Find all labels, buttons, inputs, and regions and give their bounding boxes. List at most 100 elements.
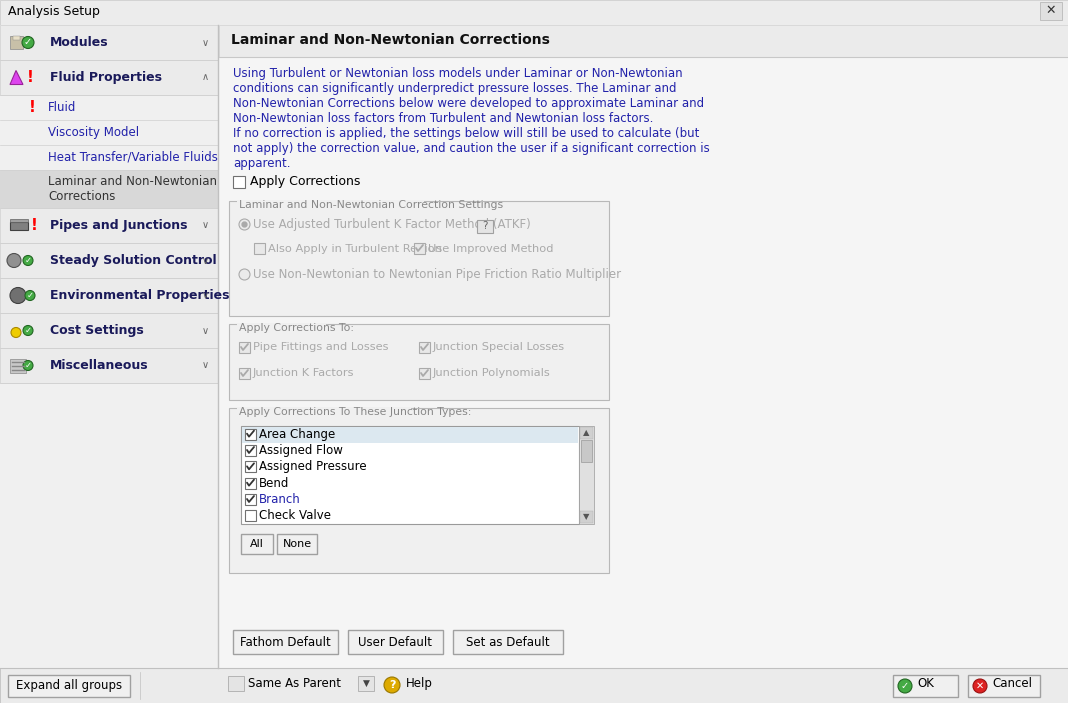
Circle shape [239, 219, 250, 230]
Bar [0, 60, 218, 95]
Text: Set as Default: Set as Default [467, 636, 550, 648]
Bar [7, 675, 130, 697]
Circle shape [11, 328, 21, 337]
Text: If no correction is applied, the settings below will still be used to calculate : If no correction is applied, the setting… [233, 127, 710, 170]
Text: Steady Solution Control: Steady Solution Control [50, 254, 217, 267]
Text: Modules: Modules [50, 36, 109, 49]
Bar [348, 630, 443, 654]
Bar [10, 219, 28, 221]
Bar [219, 25, 1068, 57]
Circle shape [23, 255, 33, 266]
Bar [245, 461, 256, 472]
Text: Use Adjusted Turbulent K Factor Method (ATKF): Use Adjusted Turbulent K Factor Method (… [253, 218, 531, 231]
Bar [580, 427, 593, 439]
Bar [580, 511, 593, 523]
Text: ?: ? [482, 221, 487, 231]
Bar [968, 675, 1040, 697]
Text: Heat Transfer/Variable Fluids: Heat Transfer/Variable Fluids [48, 151, 218, 164]
Circle shape [23, 361, 33, 370]
Text: Fluid: Fluid [48, 101, 77, 114]
Text: Using Turbulent or Newtonian loss models under Laminar or Non-Newtonian
conditio: Using Turbulent or Newtonian loss models… [233, 67, 704, 125]
Bar [245, 429, 256, 439]
Text: Expand all groups: Expand all groups [16, 680, 122, 692]
Bar [245, 510, 256, 522]
Text: Pipe Fittings and Losses: Pipe Fittings and Losses [253, 342, 389, 352]
Text: Laminar and Non-Newtonian Corrections: Laminar and Non-Newtonian Corrections [231, 33, 550, 47]
Bar [10, 221, 28, 229]
Bar [0, 348, 218, 383]
Text: Same As Parent: Same As Parent [248, 677, 341, 690]
Bar [10, 359, 26, 373]
Text: Laminar and Non-Newtonian
Corrections: Laminar and Non-Newtonian Corrections [48, 175, 217, 203]
Bar [227, 676, 244, 691]
Text: OK: OK [917, 677, 933, 690]
Text: Cancel: Cancel [992, 677, 1032, 690]
Text: Cost Settings: Cost Settings [50, 324, 144, 337]
Bar [0, 668, 1068, 703]
Text: Laminar and Non-Newtonian Correction Settings: Laminar and Non-Newtonian Correction Set… [239, 200, 503, 210]
Bar [241, 534, 273, 554]
Text: Use Improved Method: Use Improved Method [428, 243, 553, 254]
Circle shape [242, 222, 247, 227]
Text: ∨: ∨ [202, 255, 209, 266]
Bar [242, 427, 578, 443]
Text: Assigned Flow: Assigned Flow [260, 444, 343, 457]
Circle shape [25, 290, 35, 300]
Text: !: ! [31, 218, 37, 233]
Bar [254, 243, 265, 254]
Bar [245, 445, 256, 456]
Text: Viscosity Model: Viscosity Model [48, 126, 139, 139]
Bar [229, 408, 609, 573]
Text: ∨: ∨ [202, 290, 209, 300]
Bar [0, 208, 218, 243]
Text: Analysis Setup: Analysis Setup [7, 5, 100, 18]
Text: ∧: ∧ [202, 72, 209, 82]
Text: ∨: ∨ [202, 325, 209, 335]
Circle shape [7, 254, 21, 268]
Bar [453, 630, 563, 654]
Bar [10, 35, 23, 49]
Text: Junction K Factors: Junction K Factors [253, 368, 355, 378]
Text: Apply Corrections: Apply Corrections [250, 176, 360, 188]
Bar [237, 323, 326, 333]
Text: ✓: ✓ [901, 681, 909, 691]
Bar [419, 368, 430, 379]
Bar [233, 630, 337, 654]
Text: ✓: ✓ [25, 361, 31, 370]
Text: Also Apply in Turbulent Region: Also Apply in Turbulent Region [268, 243, 442, 254]
Circle shape [22, 37, 34, 49]
Text: ✓: ✓ [25, 256, 31, 265]
Bar [0, 278, 218, 313]
Text: All: All [250, 539, 264, 549]
Text: Help: Help [406, 677, 433, 690]
Bar [419, 342, 430, 353]
Text: !: ! [27, 70, 33, 85]
Bar [414, 243, 425, 254]
Bar [229, 324, 609, 400]
Circle shape [239, 269, 250, 280]
Bar [0, 243, 218, 278]
Text: Area Change: Area Change [260, 427, 335, 441]
Bar [245, 477, 256, 489]
Text: ✓: ✓ [25, 326, 31, 335]
Text: Apply Corrections To These Junction Types:: Apply Corrections To These Junction Type… [239, 407, 471, 417]
Text: Fathom Default: Fathom Default [240, 636, 331, 648]
Circle shape [23, 325, 33, 335]
Text: Apply Corrections To:: Apply Corrections To: [239, 323, 354, 333]
Text: User Default: User Default [359, 636, 433, 648]
Text: Fluid Properties: Fluid Properties [50, 71, 162, 84]
Polygon shape [10, 70, 23, 84]
Bar [579, 426, 594, 524]
Bar [0, 25, 218, 668]
Bar [229, 201, 609, 316]
Text: ✓: ✓ [27, 291, 33, 300]
Circle shape [898, 679, 912, 693]
Text: !: ! [29, 100, 35, 115]
Text: ▼: ▼ [583, 512, 590, 522]
Text: Junction Special Losses: Junction Special Losses [433, 342, 565, 352]
Text: Environmental Properties: Environmental Properties [50, 289, 230, 302]
Text: ∨: ∨ [202, 221, 209, 231]
Bar [358, 676, 374, 691]
Bar [893, 675, 958, 697]
Text: Use Non-Newtonian to Newtonian Pipe Friction Ratio Multiplier: Use Non-Newtonian to Newtonian Pipe Fric… [253, 268, 622, 281]
